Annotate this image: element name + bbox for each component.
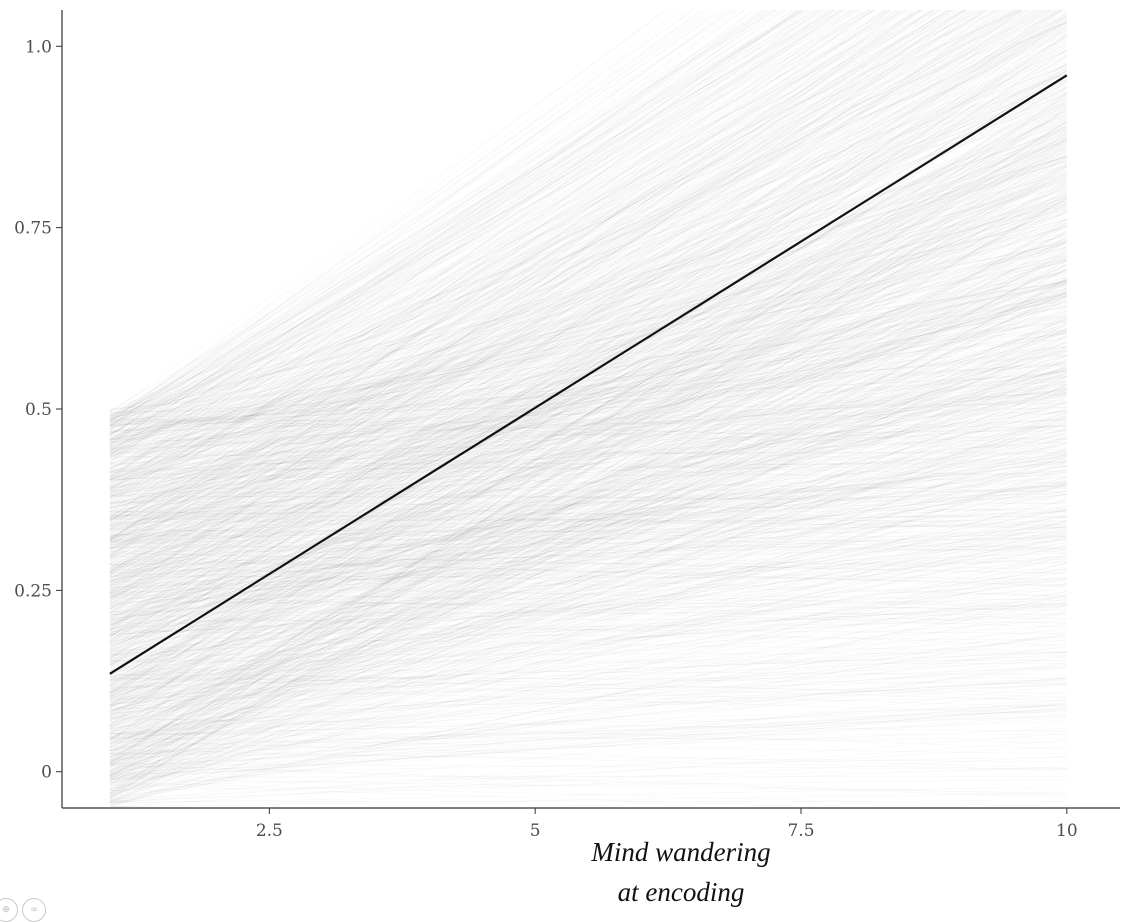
y-tick-label: 0.25 <box>14 581 52 601</box>
posterior-draw-line <box>110 806 1067 826</box>
posterior-draw-line <box>110 801 1067 802</box>
x-tick-label: 2.5 <box>256 821 283 841</box>
x-tick-label: 5 <box>530 821 541 841</box>
x-tick-label: 10 <box>1056 821 1078 841</box>
y-tick-label: 0 <box>41 763 52 783</box>
y-tick-label: 0.5 <box>25 400 52 420</box>
corner-decor-icon-2: ∞ <box>22 898 46 922</box>
posterior-draw-lines <box>110 0 1067 826</box>
corner-decor-icon-1: ⊕ <box>0 898 18 922</box>
y-axis-ticks: 0 0.25 0.5 0.75 1.0 <box>14 37 62 782</box>
y-tick-label: 0.75 <box>14 219 52 239</box>
x-axis-title-line-1: Mind wandering <box>590 837 770 867</box>
x-tick-label: 7.5 <box>787 821 814 841</box>
x-axis-title-line-2: at encoding <box>618 877 745 907</box>
y-tick-label: 1.0 <box>25 37 52 57</box>
